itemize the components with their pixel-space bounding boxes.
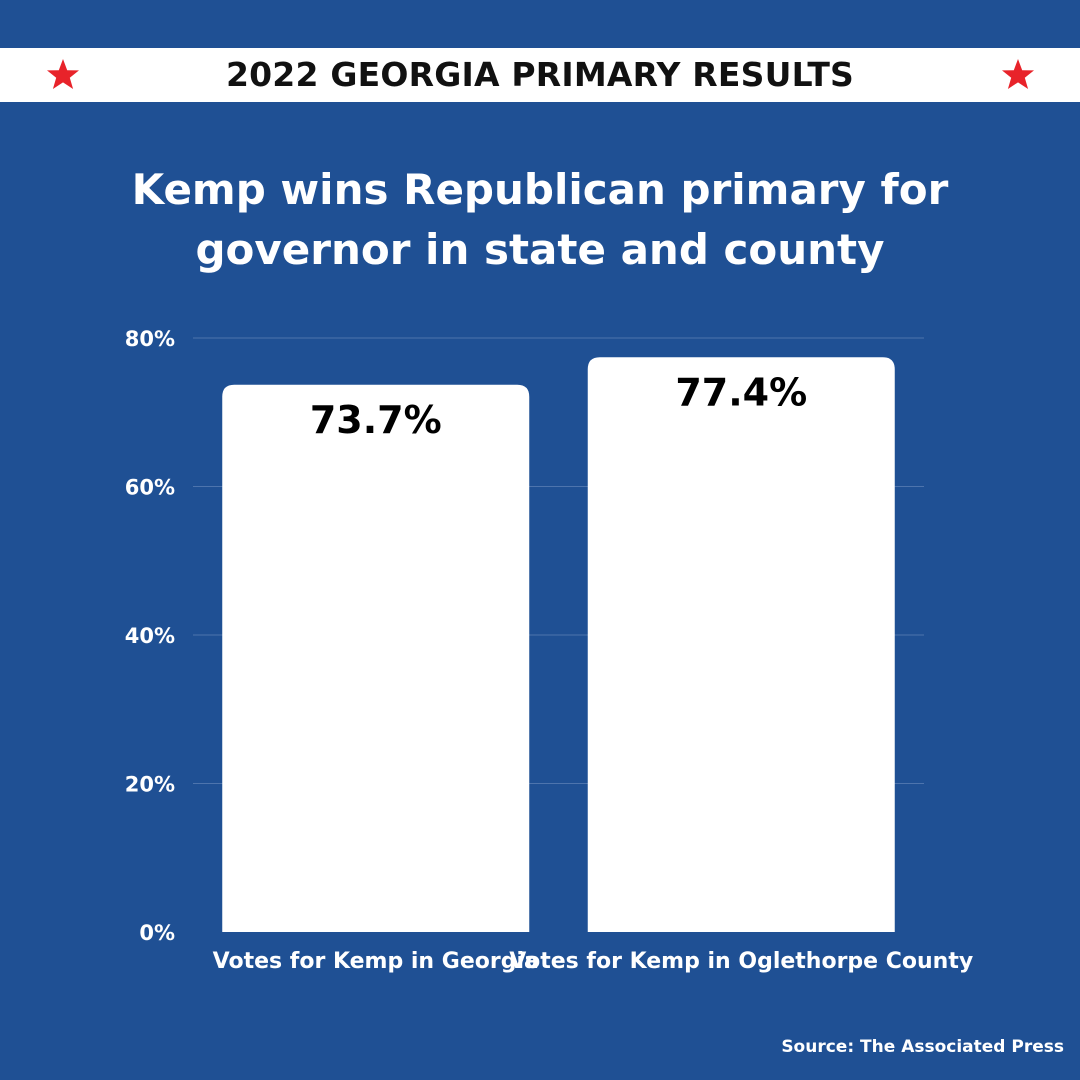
banner-title: 2022 GEORGIA PRIMARY RESULTS: [225, 55, 855, 94]
chart-headline: Kemp wins Republican primary for governo…: [131, 165, 949, 274]
source-credit: Source: The Associated Press: [781, 1037, 1064, 1057]
star-icon: [47, 59, 79, 89]
y-tick-label: 40%: [125, 624, 175, 648]
star-icon: [1002, 59, 1034, 89]
data-label: 73.7%: [310, 398, 442, 442]
bar: [587, 357, 895, 932]
title-banner: 2022 GEORGIA PRIMARY RESULTS: [0, 48, 1080, 102]
y-tick-label: 80%: [125, 327, 175, 351]
bar: [222, 384, 530, 933]
x-tick-label: Votes for Kemp in Oglethorpe County: [509, 949, 973, 974]
star-shape: [47, 59, 79, 89]
y-tick-label: 20%: [125, 773, 175, 797]
x-tick-label: Votes for Kemp in Georgia: [213, 949, 539, 974]
y-tick-label: 0%: [139, 921, 175, 945]
y-tick-label: 60%: [125, 476, 175, 500]
star-shape: [1002, 59, 1034, 89]
data-label: 77.4%: [675, 370, 807, 414]
